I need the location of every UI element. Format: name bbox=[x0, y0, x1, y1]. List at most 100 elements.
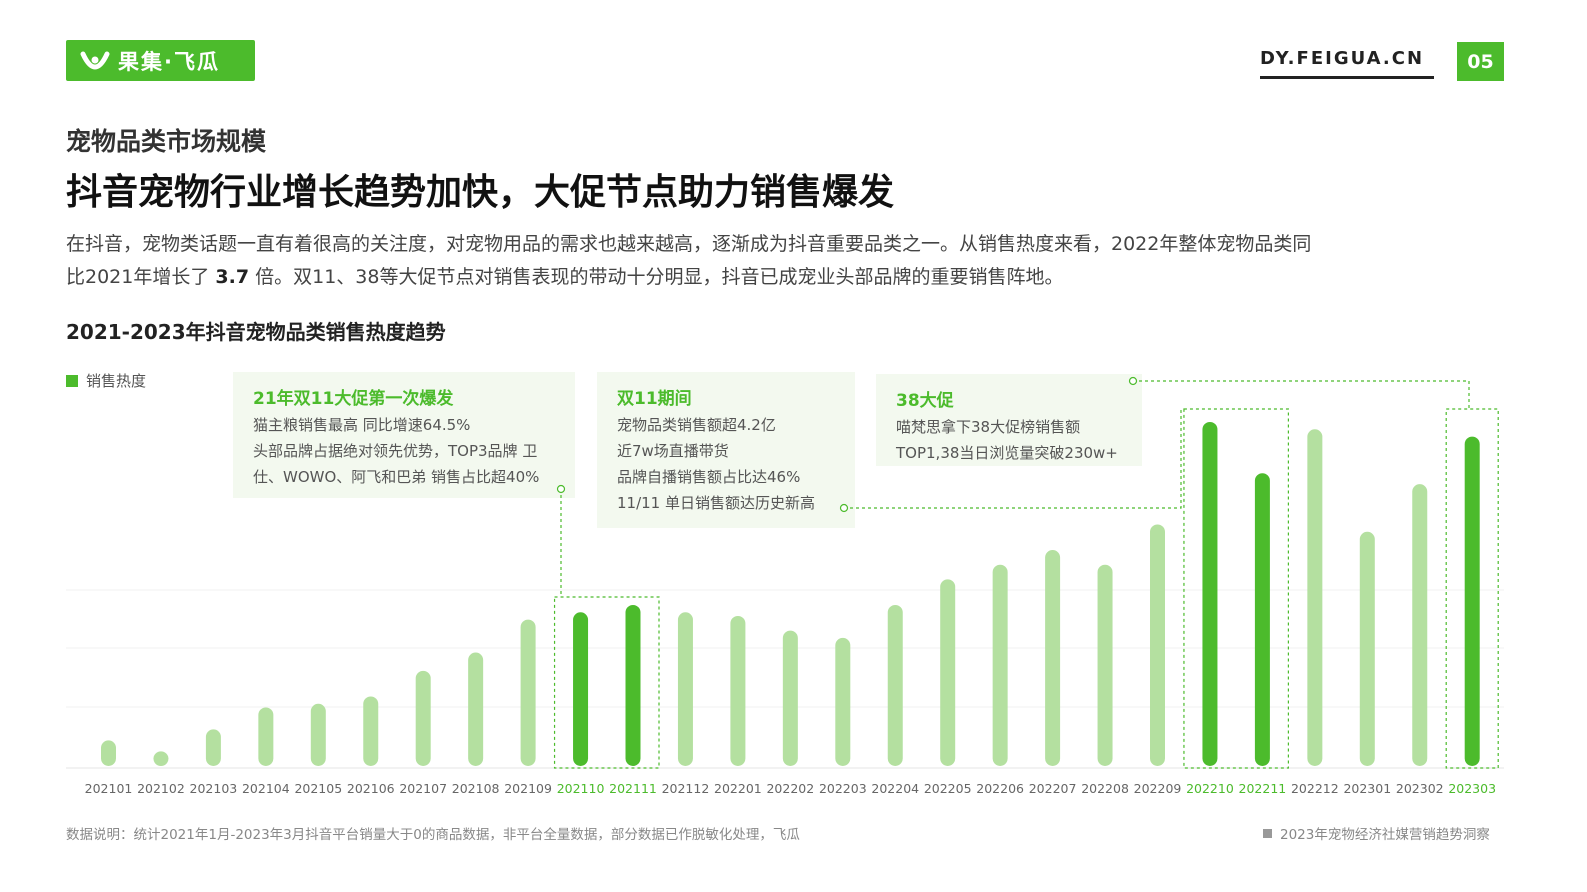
site-url: DY.FEIGUA.CN bbox=[1260, 48, 1425, 69]
connector-callout-2 bbox=[844, 409, 1182, 509]
intro-line-1: 在抖音，宠物类话题一直有着很高的关注度，对宠物用品的需求也越来越高，逐渐成为抖音… bbox=[66, 233, 1312, 255]
x-tick-label-202108: 202108 bbox=[452, 781, 500, 796]
chart-title: 2021-2023年抖音宠物品类销售热度趋势 bbox=[66, 320, 446, 344]
bar-202101 bbox=[101, 740, 116, 766]
callout-title: 双11期间 bbox=[617, 389, 692, 409]
bar-202302 bbox=[1412, 484, 1428, 766]
report-square-icon bbox=[1263, 828, 1272, 838]
bar-202110 bbox=[573, 612, 589, 766]
x-tick-label-202303: 202303 bbox=[1448, 781, 1496, 796]
x-tick-label-202205: 202205 bbox=[924, 781, 972, 796]
callout-line: 11/11 单日销售额达历史新高 bbox=[617, 494, 815, 512]
bar-202207 bbox=[1045, 550, 1061, 766]
data-footnote: 数据说明：统计2021年1月-2023年3月抖音平台销量大于0的商品数据，非平台… bbox=[66, 827, 800, 843]
callout-line: 猫主粮销售最高 同比增速64.5% bbox=[253, 416, 471, 434]
bar-202105 bbox=[310, 703, 326, 766]
callout-line: 仕、WOWO、阿飞和巴弟 销售占比超40% bbox=[253, 468, 540, 486]
callout-double11-2021: 21年双11大促第一次爆发 猫主粮销售最高 同比增速64.5% 头部品牌占据绝对… bbox=[233, 372, 575, 498]
x-tick-label-202212: 202212 bbox=[1291, 781, 1339, 796]
x-tick-label-202204: 202204 bbox=[871, 781, 919, 796]
bar-202212 bbox=[1307, 429, 1323, 766]
brand-logo: 果集·飞瓜 bbox=[66, 40, 255, 81]
highlight-frame-202210 bbox=[1183, 408, 1289, 769]
page-number: 05 bbox=[1457, 42, 1504, 81]
x-tick-label-202208: 202208 bbox=[1081, 781, 1129, 796]
legend-swatch bbox=[66, 374, 78, 387]
bar-202211 bbox=[1254, 473, 1270, 766]
report-name: 2023年宠物经济社媒营销趋势洞察 bbox=[1263, 823, 1490, 843]
bar-202204 bbox=[887, 604, 903, 766]
chart-legend: 销售热度 bbox=[66, 370, 146, 391]
x-tick-label-202110: 202110 bbox=[557, 781, 605, 796]
x-tick-label-202105: 202105 bbox=[294, 781, 342, 796]
growth-multiple: 3.7 bbox=[215, 266, 250, 288]
x-tick-label-202104: 202104 bbox=[242, 781, 290, 796]
bar-202109 bbox=[520, 619, 536, 766]
x-tick-label-202106: 202106 bbox=[347, 781, 395, 796]
callout-title: 21年双11大促第一次爆发 bbox=[253, 389, 454, 409]
x-tick-label-202302: 202302 bbox=[1396, 781, 1444, 796]
x-tick-label-202209: 202209 bbox=[1134, 781, 1182, 796]
bar-202206 bbox=[992, 564, 1008, 766]
callout-double11-period: 双11期间 宠物品类销售额超4.2亿 近7w场直播带货 品牌自播销售额占比达46… bbox=[597, 372, 855, 528]
bar-202107 bbox=[415, 670, 431, 766]
highlight-frame-202303 bbox=[1445, 408, 1499, 769]
headline: 抖音宠物行业增长趋势加快，大促节点助力销售爆发 bbox=[66, 172, 895, 213]
x-tick-label-202103: 202103 bbox=[190, 781, 238, 796]
callout-title: 38大促 bbox=[896, 391, 954, 411]
legend-label: 销售热度 bbox=[86, 372, 147, 390]
x-tick-label-202112: 202112 bbox=[662, 781, 710, 796]
brand-name: 果集·飞瓜 bbox=[118, 49, 220, 74]
bar-202111 bbox=[625, 604, 641, 766]
x-tick-label-202301: 202301 bbox=[1343, 781, 1391, 796]
callout-38-promo: 38大促 喵梵思拿下38大促榜销售额 TOP1,38当日浏览量突破230w+ bbox=[876, 374, 1142, 466]
bar-202209 bbox=[1150, 524, 1165, 766]
connector-dot-1 bbox=[556, 484, 566, 494]
bar-202303 bbox=[1464, 436, 1480, 766]
section-title: 宠物品类市场规模 bbox=[66, 127, 267, 156]
x-tick-label-202111: 202111 bbox=[609, 781, 657, 796]
bar-202202 bbox=[782, 630, 798, 766]
intro-line-2-pre: 比2021年增长了 bbox=[66, 266, 216, 288]
intro-paragraph: 在抖音，宠物类话题一直有着很高的关注度，对宠物用品的需求也越来越高，逐渐成为抖音… bbox=[66, 228, 1506, 294]
callout-line: 宠物品类销售额超4.2亿 bbox=[617, 416, 776, 434]
bar-202205 bbox=[940, 579, 956, 766]
bar-202112 bbox=[677, 612, 693, 766]
bar-202103 bbox=[205, 729, 221, 766]
x-tick-label-202207: 202207 bbox=[1029, 781, 1077, 796]
x-tick-label-202101: 202101 bbox=[85, 781, 133, 796]
callout-line: TOP1,38当日浏览量突破230w+ bbox=[896, 444, 1118, 462]
bar-202102 bbox=[153, 751, 169, 766]
x-tick-label-202109: 202109 bbox=[504, 781, 552, 796]
callout-line: 头部品牌占据绝对领先优势，TOP3品牌 卫 bbox=[253, 442, 538, 460]
x-tick-label-202201: 202201 bbox=[714, 781, 762, 796]
site-underline bbox=[1260, 76, 1434, 79]
intro-line-2: 比2021年增长了 3.7 倍。双11、38等大促节点对销售表现的带动十分明显，… bbox=[66, 261, 1506, 294]
bar-202208 bbox=[1097, 564, 1113, 766]
report-name-text: 2023年宠物经济社媒营销趋势洞察 bbox=[1280, 827, 1490, 843]
bar-202210 bbox=[1202, 421, 1218, 766]
x-tick-label-202210: 202210 bbox=[1186, 781, 1234, 796]
bar-202203 bbox=[835, 637, 851, 766]
intro-line-2-post: 倍。双11、38等大促节点对销售表现的带动十分明显，抖音已成宠业头部品牌的重要销… bbox=[249, 266, 1064, 288]
callout-line: 品牌自播销售额占比达46% bbox=[617, 468, 801, 486]
x-tick-label-202211: 202211 bbox=[1239, 781, 1287, 796]
bar-202108 bbox=[468, 652, 484, 766]
callout-line: 喵梵思拿下38大促榜销售额 bbox=[896, 418, 1081, 436]
bar-202104 bbox=[258, 707, 274, 766]
connector-dot-2 bbox=[839, 503, 849, 513]
connector-dot-3 bbox=[1128, 376, 1138, 386]
callout-line: 近7w场直播带货 bbox=[617, 442, 729, 460]
smile-logo-icon bbox=[80, 51, 110, 69]
connector-callout-3 bbox=[1133, 380, 1470, 409]
bar-202201 bbox=[730, 615, 746, 766]
bar-202106 bbox=[363, 696, 379, 766]
x-tick-label-202203: 202203 bbox=[819, 781, 867, 796]
x-tick-label-202102: 202102 bbox=[137, 781, 185, 796]
x-tick-label-202107: 202107 bbox=[399, 781, 447, 796]
x-tick-label-202206: 202206 bbox=[976, 781, 1024, 796]
highlight-frame-202110 bbox=[553, 596, 660, 769]
x-tick-label-202202: 202202 bbox=[766, 781, 814, 796]
bar-202301 bbox=[1359, 531, 1375, 766]
